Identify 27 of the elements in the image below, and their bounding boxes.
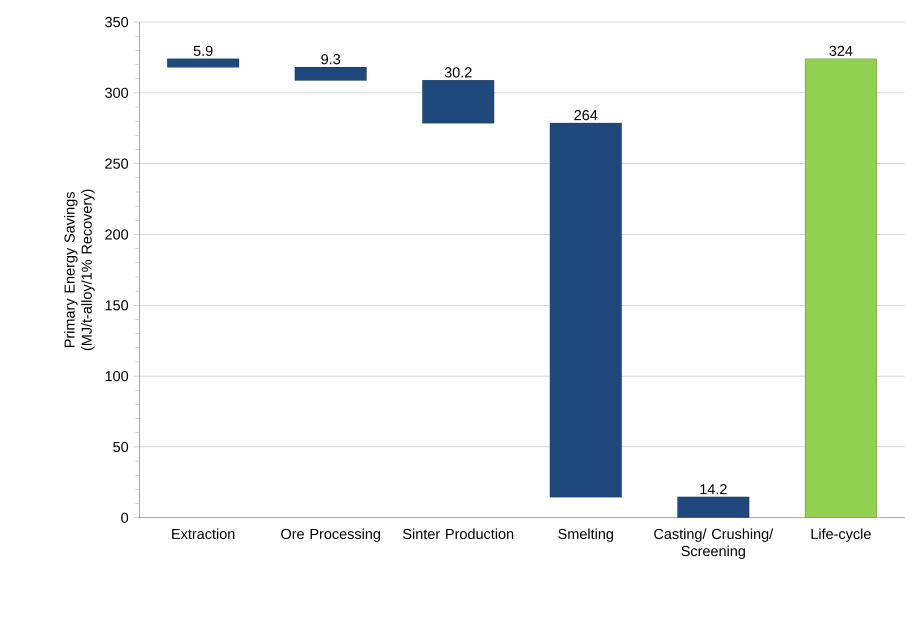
data-label: 30.2 — [444, 67, 472, 78]
bar — [550, 122, 622, 498]
y-tick-label: 150 — [106, 300, 128, 310]
bar — [167, 58, 240, 68]
y-tick-label: 0 — [121, 512, 128, 523]
x-tick-label: Extraction — [172, 528, 234, 539]
y-tick-label: 350 — [105, 16, 128, 28]
bar — [804, 58, 877, 518]
data-label: 5.9 — [194, 46, 213, 56]
y-tick-label: 300 — [105, 88, 128, 98]
x-tick-label: Sinter Production — [403, 528, 514, 539]
x-tick-label: Life-cycle — [812, 528, 871, 542]
bar — [294, 66, 367, 81]
y-tick-label: 200 — [105, 229, 128, 240]
data-label: 324 — [829, 46, 852, 56]
bar — [422, 80, 494, 124]
x-tick-label: Ore Processing — [281, 528, 380, 542]
y-axis-title: Primary Energy Savings (MJ/t-alloy/1% Recovery) — [64, 190, 95, 350]
y-tick-label: 100 — [106, 370, 128, 382]
x-tick-label: Smelting — [558, 528, 613, 542]
data-label: 14.2 — [700, 484, 727, 494]
bar — [677, 496, 750, 518]
data-label: 264 — [574, 110, 598, 120]
y-tick-label: 50 — [113, 442, 128, 452]
data-label: 9.3 — [321, 54, 340, 64]
y-tick-label: 250 — [105, 158, 128, 169]
x-tick-label: Casting/ Crushing/ Screening — [654, 528, 774, 559]
